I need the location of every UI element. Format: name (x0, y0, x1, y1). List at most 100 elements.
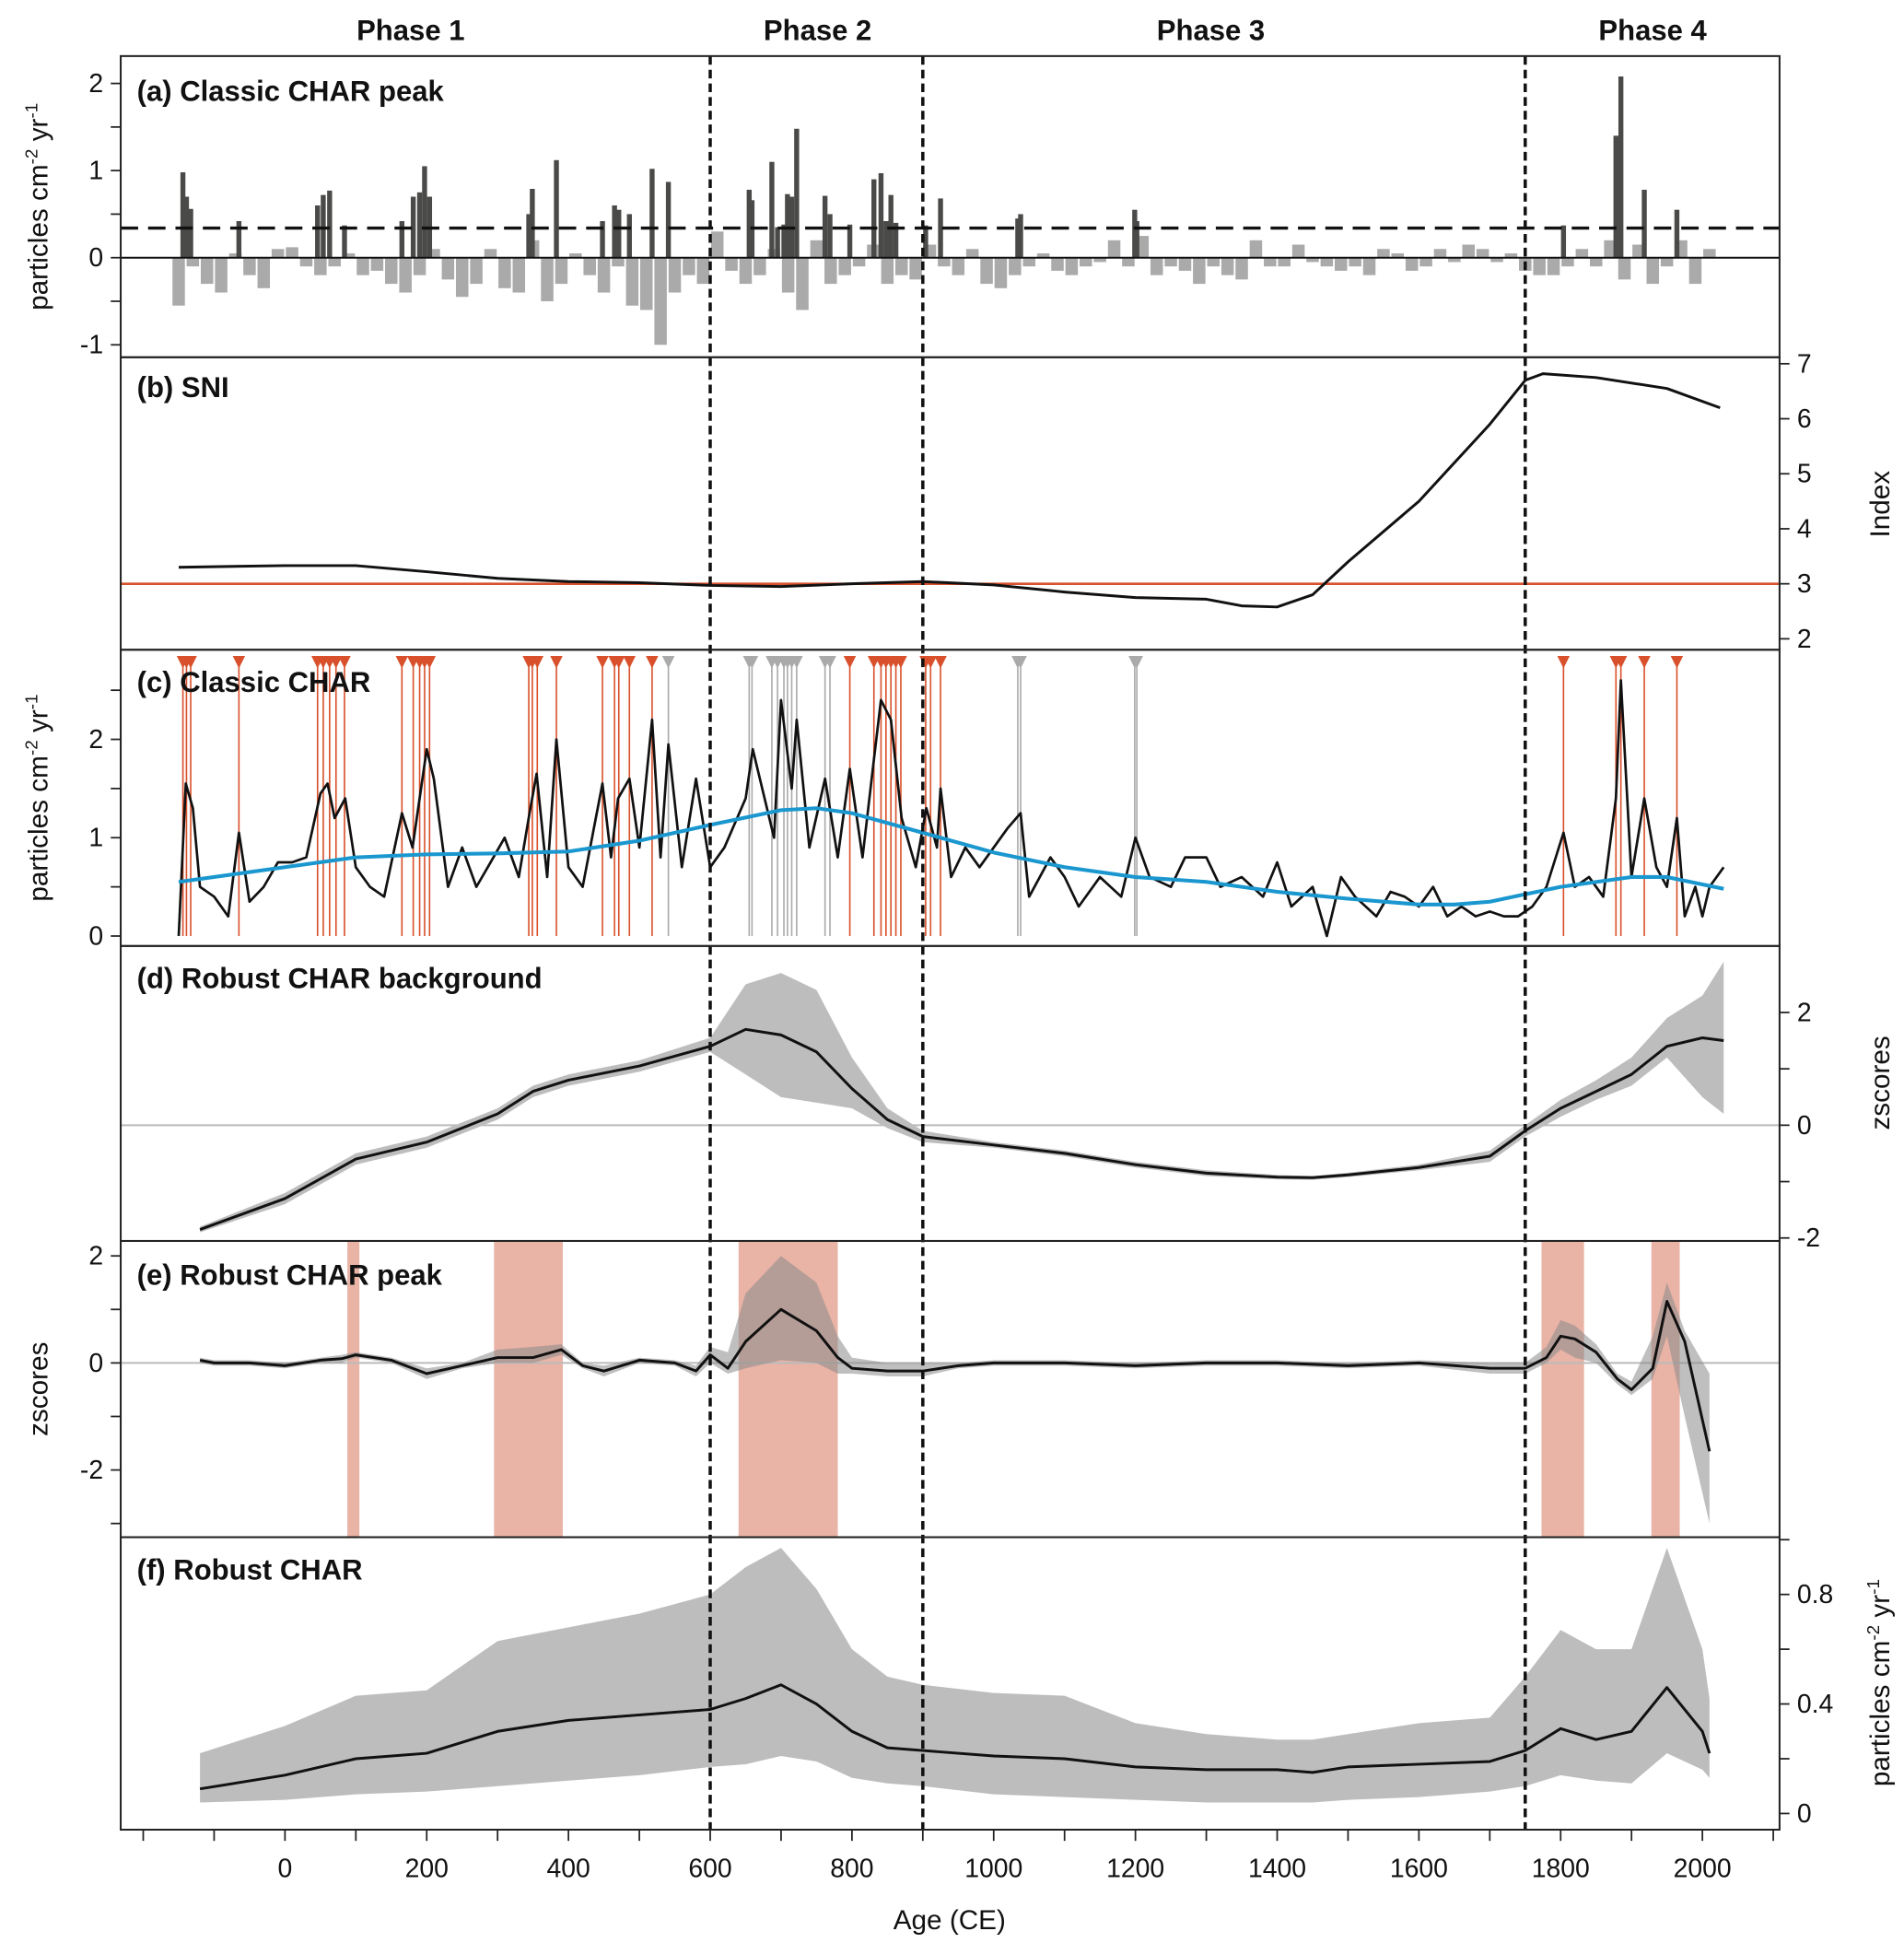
peak-highlight-span (1651, 1240, 1680, 1538)
residual-bar (215, 257, 228, 293)
peak-bar (180, 172, 186, 258)
residual-bar (427, 249, 440, 258)
char-background-line (178, 806, 1724, 907)
residual-bar (498, 257, 511, 288)
peak-bar (1641, 189, 1647, 258)
residual-bar (1221, 257, 1234, 275)
residual-bar (484, 249, 497, 258)
residual-bar (186, 257, 200, 267)
peak-marker-red (184, 656, 197, 669)
confidence-band (200, 1256, 1710, 1524)
x-tick-label: 2000 (1674, 1854, 1732, 1883)
peak-bar (769, 161, 775, 258)
peak-marker-red (338, 656, 351, 669)
residual-bar (1362, 257, 1376, 275)
residual-bar (555, 257, 568, 285)
peak-bar (416, 192, 423, 258)
panel-d-marks (121, 961, 1780, 1233)
residual-bar (1080, 257, 1092, 267)
x-tick-label: 200 (405, 1854, 449, 1883)
peak-bar (871, 179, 877, 258)
residual-bar (1036, 252, 1050, 258)
peak-bar (888, 194, 894, 258)
panel-f-title: (f) Robust CHAR (137, 1553, 363, 1586)
y-tick-label: 6 (1797, 404, 1812, 434)
peak-bar (600, 220, 605, 258)
residual-bar (1122, 257, 1135, 267)
residual-bar (1433, 249, 1447, 258)
peak-bar (923, 225, 929, 258)
residual-bar (1207, 257, 1221, 267)
residual-bar (1264, 257, 1277, 267)
y-tick-label: 2 (88, 69, 103, 99)
panel-d-title: (d) Robust CHAR background (137, 963, 543, 995)
panel-c-marks (176, 656, 1725, 938)
sni-line (178, 372, 1721, 609)
y-tick-label: -1 (80, 331, 103, 360)
residual-bar (1107, 240, 1121, 258)
residual-bar (725, 257, 738, 271)
residual-bar (1547, 257, 1560, 275)
peak-bar (785, 193, 790, 258)
panel-a-title: (a) Classic CHAR peak (137, 75, 445, 107)
residual-bar (625, 257, 639, 306)
residual-bar (1688, 257, 1702, 285)
peak-bar (775, 227, 780, 258)
peak-bar (342, 225, 347, 258)
peak-bar (526, 214, 531, 258)
peak-bar (1015, 218, 1021, 258)
residual-bar (597, 257, 611, 293)
y-tick-label: 1 (88, 824, 103, 853)
peak-bar (554, 159, 559, 258)
y-tick-label: 0 (88, 921, 103, 951)
peak-marker-red (924, 656, 938, 669)
residual-bar (1022, 257, 1035, 267)
peak-marker-gray (1130, 656, 1143, 669)
y-tick-label: 1 (88, 157, 103, 186)
residual-bar (1646, 257, 1660, 285)
residual-bar (441, 257, 455, 280)
panel-e-title: (e) Robust CHAR peak (137, 1258, 443, 1291)
residual-bar (342, 252, 356, 258)
peak-marker-red (232, 656, 246, 669)
panel-f-marks (199, 1548, 1711, 1803)
residual-bar (894, 257, 908, 275)
residual-bar (612, 257, 625, 267)
residual-bar (455, 257, 469, 298)
y-tick-label: 0.4 (1797, 1690, 1833, 1719)
panel-a-ylabel: particles cm-2 yr-1 (23, 103, 54, 310)
y-tick-label: 3 (1797, 569, 1812, 599)
residual-bar (1462, 244, 1475, 258)
y-tick-label: -2 (80, 1456, 103, 1485)
panel-a-marks (121, 76, 1780, 345)
confidence-band (200, 961, 1724, 1233)
y-tick-label: 2 (88, 1242, 103, 1271)
residual-bar (1490, 257, 1503, 263)
residual-bar (1377, 249, 1390, 258)
peak-marker-red (843, 656, 857, 669)
peak-marker-red (395, 656, 409, 669)
peak-bar (612, 205, 617, 258)
residual-bar (1419, 257, 1432, 267)
y-tick-label: 7 (1797, 349, 1812, 379)
peak-marker-red (531, 656, 544, 669)
peak-marker-red (330, 656, 343, 669)
peak-marker-red (894, 656, 907, 669)
residual-bar (1349, 257, 1361, 267)
residual-bar (1632, 244, 1645, 258)
peak-bar (1613, 135, 1618, 258)
peak-bar (1674, 209, 1680, 258)
peak-line (199, 1300, 1711, 1452)
panel-f-frame (120, 1536, 1781, 1832)
peak-bar (938, 198, 943, 258)
peak-bar (665, 181, 672, 258)
y-tick-label: 2 (1797, 998, 1812, 1027)
confidence-band (200, 1548, 1710, 1803)
peak-bar (847, 224, 853, 258)
residual-bar (470, 257, 483, 285)
x-tick-label: 600 (688, 1854, 731, 1883)
residual-bar (1051, 257, 1064, 271)
residual-bar (1150, 257, 1163, 275)
peak-marker-gray (661, 656, 675, 669)
y-tick-label: 4 (1797, 514, 1812, 544)
